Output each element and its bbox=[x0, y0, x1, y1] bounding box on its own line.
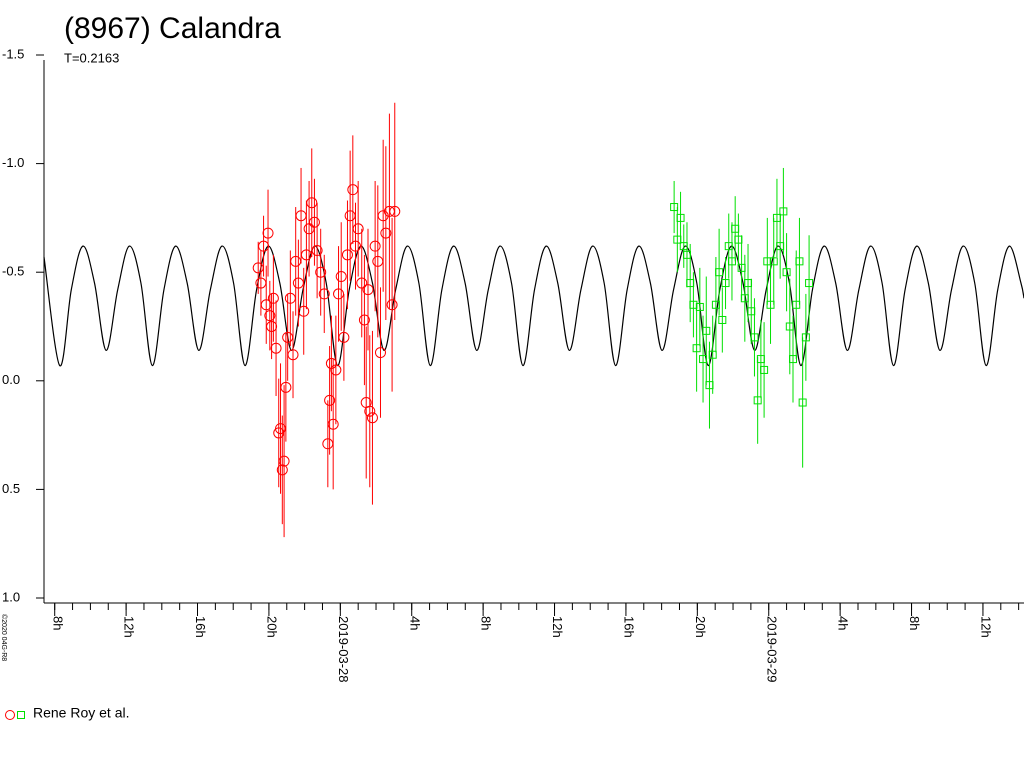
data-point bbox=[389, 205, 401, 217]
data-point bbox=[798, 398, 807, 407]
data-point bbox=[782, 268, 791, 277]
data-point bbox=[753, 396, 762, 405]
data-point bbox=[266, 321, 278, 332]
x-tick-label: 8h bbox=[50, 616, 65, 630]
data-point bbox=[364, 405, 376, 417]
data-point bbox=[386, 299, 398, 311]
data-point bbox=[801, 333, 810, 342]
legend-label: Rene Roy et al. bbox=[33, 705, 130, 721]
data-point bbox=[324, 394, 336, 406]
data-point bbox=[721, 279, 730, 288]
data-point bbox=[362, 284, 374, 296]
data-point bbox=[330, 364, 342, 376]
x-tick-label: 2019-03-28 bbox=[336, 616, 351, 683]
data-point bbox=[280, 381, 292, 393]
data-point bbox=[278, 455, 290, 467]
legend-symbol bbox=[17, 711, 25, 719]
data-point bbox=[369, 240, 381, 252]
data-point bbox=[763, 257, 772, 266]
chart-title: (8967) Calandra bbox=[64, 12, 281, 45]
data-point bbox=[702, 326, 711, 335]
data-point bbox=[315, 266, 327, 278]
data-point bbox=[805, 279, 814, 288]
data-point bbox=[356, 277, 368, 289]
x-tick-label: 20h bbox=[693, 616, 708, 638]
data-point bbox=[318, 288, 330, 300]
data-point bbox=[366, 412, 378, 424]
y-tick-label: 0.0 bbox=[2, 372, 20, 387]
y-tick-label: -1.5 bbox=[2, 46, 24, 61]
x-tick-label: 16h bbox=[621, 616, 636, 638]
data-point bbox=[715, 268, 724, 277]
y-tick-label: 1.0 bbox=[2, 589, 20, 604]
x-tick-label: 8h bbox=[907, 616, 922, 630]
data-point bbox=[349, 240, 361, 252]
x-tick-label: 4h bbox=[407, 616, 422, 630]
data-point bbox=[264, 310, 276, 322]
data-point bbox=[341, 249, 353, 261]
data-point bbox=[695, 302, 704, 311]
data-point bbox=[335, 271, 347, 283]
data-point bbox=[692, 344, 701, 353]
data-point bbox=[267, 292, 279, 304]
data-point bbox=[769, 257, 778, 266]
data-point bbox=[258, 240, 270, 252]
data-point bbox=[779, 207, 788, 216]
x-tick-label: 20h bbox=[264, 616, 279, 638]
x-tick-label: 12h bbox=[979, 616, 994, 638]
y-tick-label: 0.5 bbox=[2, 481, 20, 496]
x-tick-label: 8h bbox=[479, 616, 494, 630]
data-point bbox=[718, 315, 727, 324]
data-point bbox=[750, 333, 759, 342]
data-point bbox=[338, 331, 350, 343]
x-tick-label: 12h bbox=[550, 616, 565, 638]
data-point bbox=[760, 365, 769, 374]
data-point bbox=[327, 418, 339, 430]
x-tick-label: 2019-03-29 bbox=[764, 616, 779, 683]
data-point bbox=[311, 244, 323, 256]
data-point bbox=[276, 464, 288, 476]
credit: ©2020 04G-R8 bbox=[0, 614, 8, 661]
model-curve bbox=[43, 245, 1024, 367]
x-tick-label: 12h bbox=[122, 616, 137, 638]
y-tick-label: -0.5 bbox=[2, 264, 24, 279]
data-point bbox=[358, 314, 370, 326]
data-point bbox=[795, 257, 804, 266]
data-point bbox=[308, 216, 320, 228]
data-point bbox=[262, 227, 274, 239]
data-point bbox=[374, 347, 386, 359]
data-point bbox=[352, 223, 364, 235]
x-tick-label: 16h bbox=[193, 616, 208, 638]
data-point bbox=[380, 227, 392, 239]
y-tick-label: -1.0 bbox=[2, 155, 24, 170]
data-point bbox=[270, 342, 282, 354]
chart-subtitle: T=0.2163 bbox=[64, 50, 119, 65]
data-point bbox=[287, 349, 299, 361]
data-point bbox=[708, 350, 717, 359]
data-point bbox=[676, 213, 685, 222]
data-point bbox=[298, 305, 310, 317]
legend-symbol bbox=[5, 710, 15, 720]
x-tick-label: 4h bbox=[836, 616, 851, 630]
